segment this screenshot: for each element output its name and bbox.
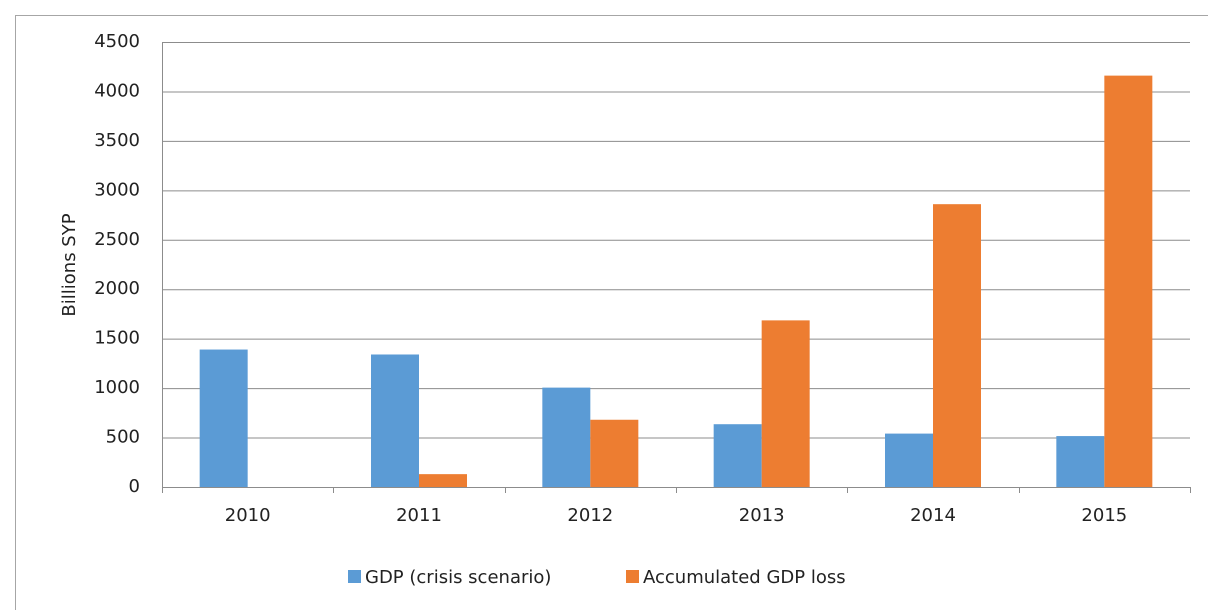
bar [761, 320, 810, 487]
x-tick-label: 2013 [739, 505, 785, 526]
bar [371, 354, 419, 487]
x-tick-label: 2010 [225, 505, 271, 526]
y-tick-label: 0 [129, 476, 140, 497]
y-tick-label: 2000 [94, 278, 140, 299]
y-tick-label: 500 [106, 427, 140, 448]
y-tick-label: 4000 [94, 80, 140, 101]
bar [1104, 75, 1153, 487]
x-tick-label: 2011 [396, 505, 442, 526]
y-tick-label: 1000 [94, 377, 140, 398]
y-axis-label: Billions SYP [59, 213, 80, 316]
bar [933, 204, 981, 487]
legend-label: Accumulated GDP loss [643, 567, 846, 588]
chart-frame [15, 15, 1208, 610]
bar [590, 419, 639, 487]
legend-swatch [626, 570, 639, 583]
x-tick-label: 2014 [910, 505, 956, 526]
bar [419, 474, 467, 487]
bar [199, 349, 248, 487]
y-tick-label: 3000 [94, 179, 140, 200]
bar [1056, 436, 1105, 487]
y-tick-label: 1500 [94, 328, 140, 349]
bar [885, 433, 933, 487]
y-tick-label: 4500 [94, 31, 140, 52]
legend-label: GDP (crisis scenario) [365, 567, 551, 588]
x-tick-label: 2015 [1081, 505, 1127, 526]
y-tick-label: 2500 [94, 229, 140, 250]
bar [713, 424, 762, 487]
bar [542, 387, 591, 487]
legend-swatch [348, 570, 361, 583]
y-tick-label: 3500 [94, 130, 140, 151]
x-tick-label: 2012 [567, 505, 613, 526]
